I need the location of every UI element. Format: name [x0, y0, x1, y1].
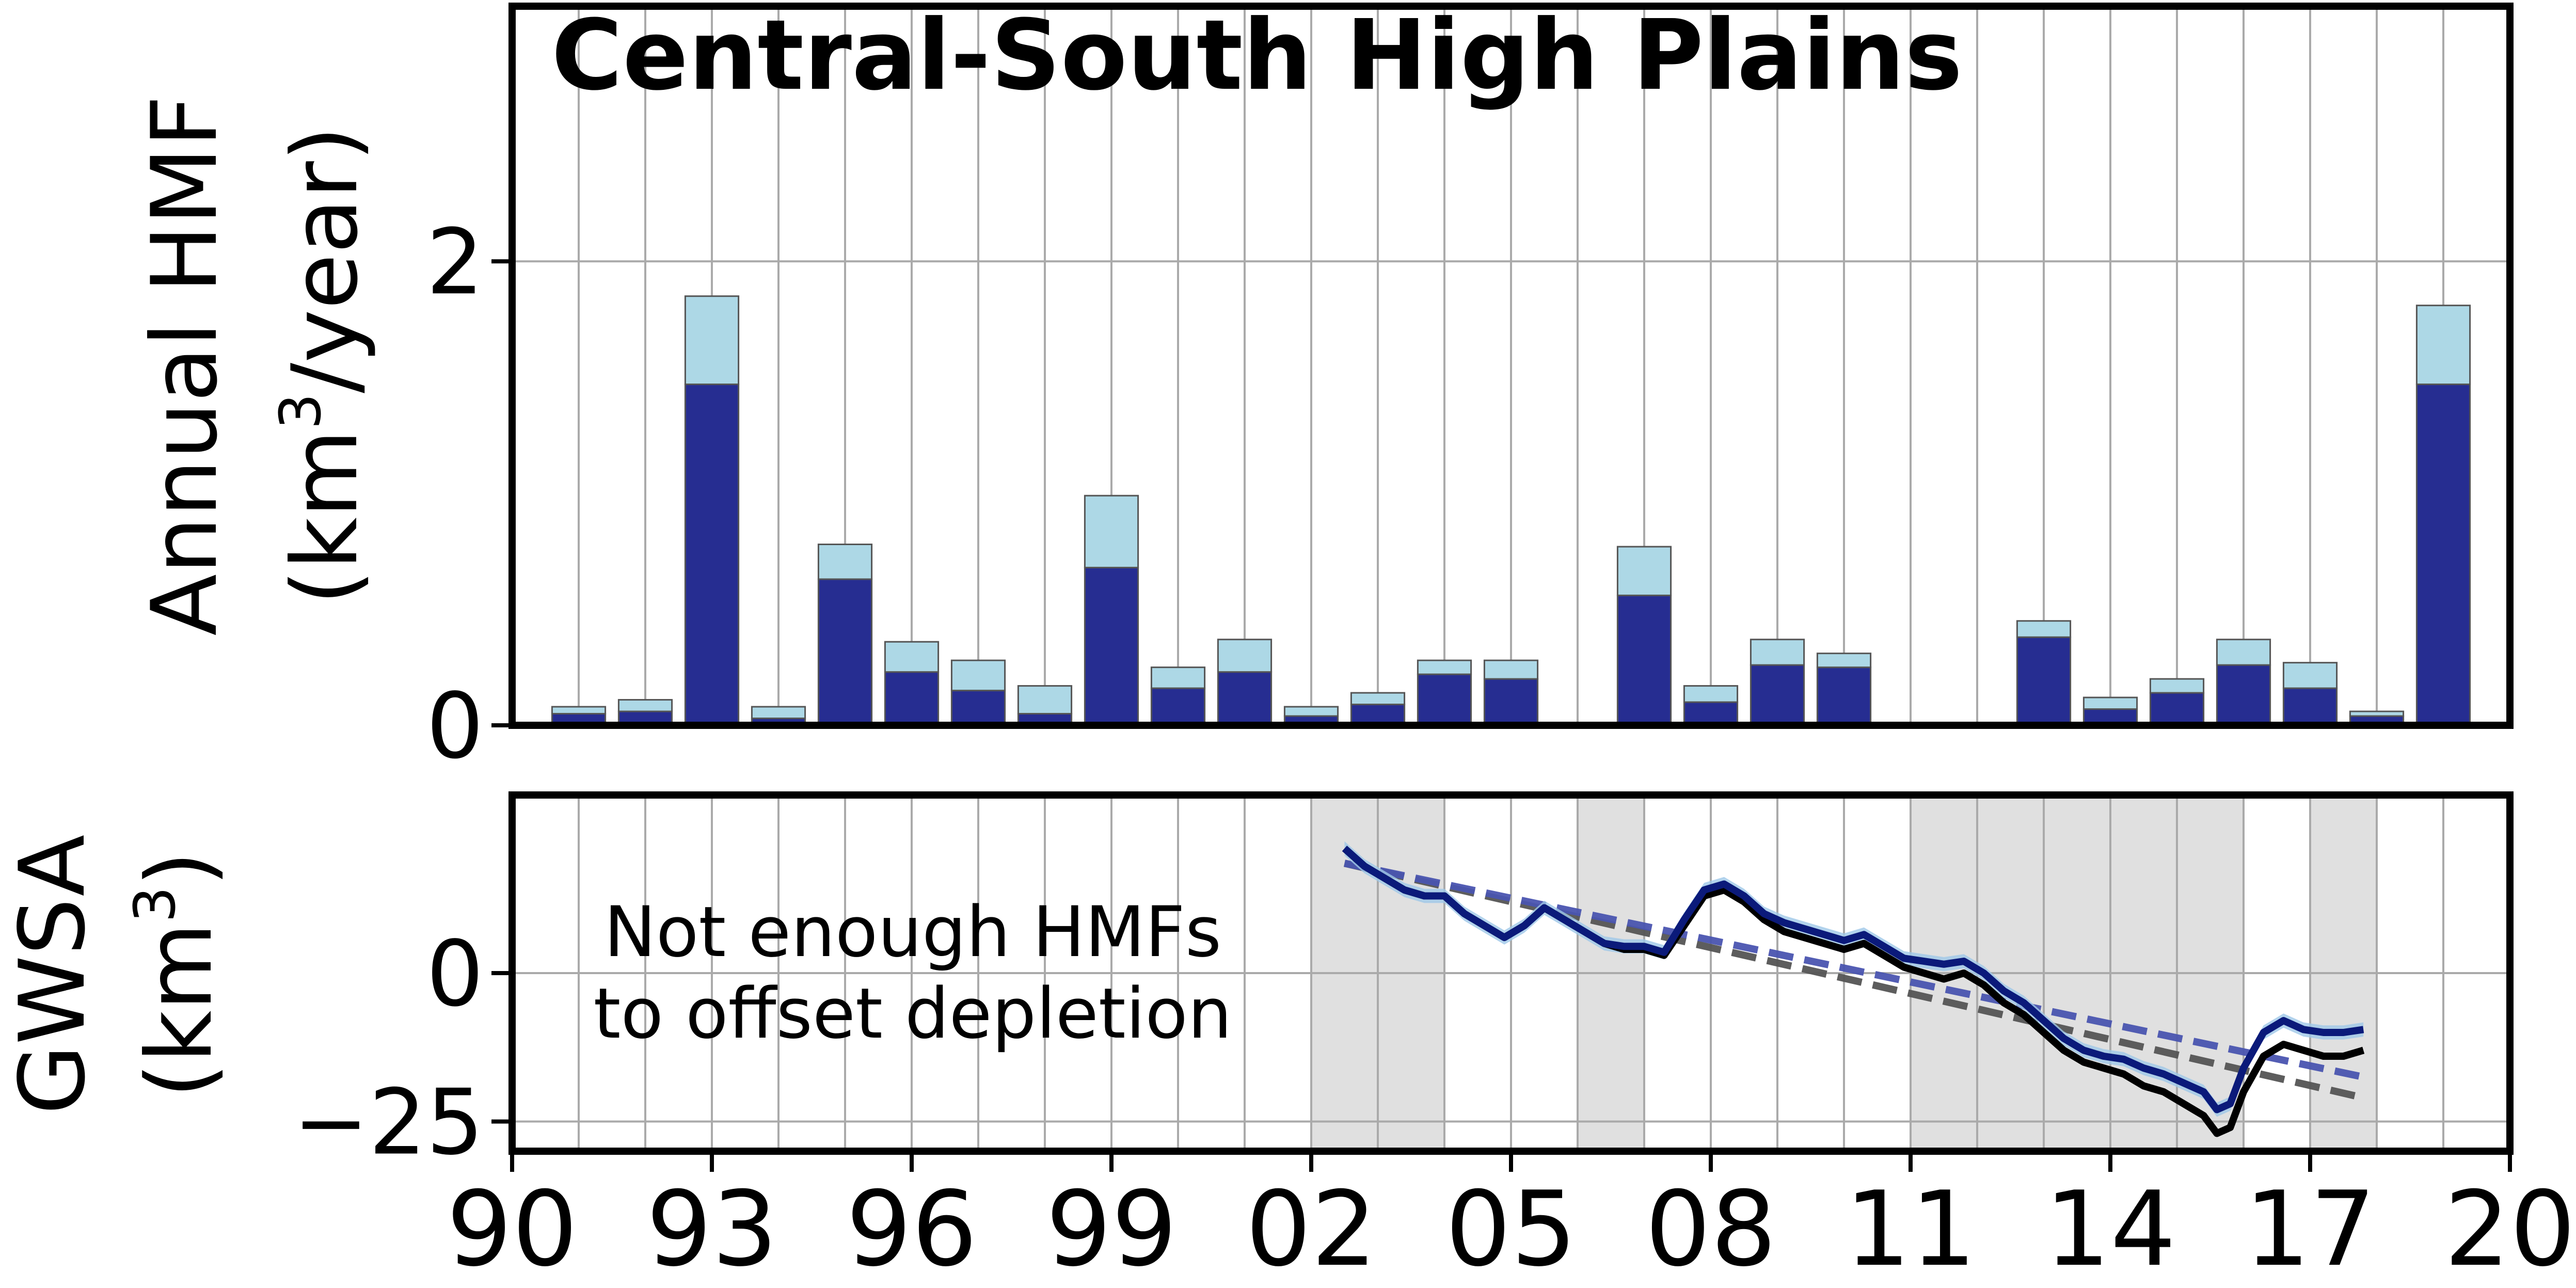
ylabel-superscript: 3	[267, 393, 333, 430]
bar-segment-light	[884, 641, 940, 673]
bar-segment-dark	[1150, 687, 1206, 726]
bottom-xtick-label: 93	[646, 1169, 778, 1285]
bar-segment-light	[2349, 710, 2405, 717]
bottom-xtick-label: 96	[846, 1169, 978, 1285]
bar-segment-light	[1084, 495, 1139, 568]
annotation-line2: to offset depletion	[594, 973, 1232, 1054]
bar-segment-dark	[1417, 673, 1472, 726]
bar-segment-light	[1683, 685, 1739, 703]
bar-segment-light	[2282, 662, 2338, 689]
bar-segment-light	[1217, 639, 1273, 673]
bar-segment-dark	[2415, 383, 2471, 726]
hmf-bar-chart: 0 2 Central-South High Plains Annual HMF (km…	[133, 0, 2514, 779]
bar-segment-dark	[1816, 666, 1872, 726]
bar-segment-light	[551, 706, 607, 715]
bar-segment-light	[617, 699, 673, 712]
trend-line-blue	[1344, 860, 2364, 1081]
top-ytick-label: 2	[426, 210, 484, 315]
top-axes-frame	[508, 3, 2514, 729]
bottom-ytick-label: 0	[426, 922, 484, 1027]
bottom-ytick-label: −25	[293, 1071, 484, 1175]
ylabel-superscript: 3	[122, 886, 188, 923]
bar-segment-dark	[2149, 692, 2205, 726]
top-ylabel-line1: Annual HMF	[133, 95, 237, 635]
bar-segment-light	[1616, 546, 1672, 596]
annotation-line1: Not enough HMFs	[604, 892, 1221, 973]
bar-segment-light	[684, 295, 740, 385]
bar-segment-light	[2149, 678, 2205, 694]
ylabel-text: )	[128, 851, 232, 886]
chart-title: Central-South High Plains	[551, 0, 1963, 112]
bar-segment-dark	[2282, 687, 2338, 726]
bottom-ylabel-line1: GWSA	[1, 835, 105, 1115]
bar-segment-dark	[1483, 678, 1539, 726]
bar-segment-light	[1417, 659, 1472, 675]
bar-segment-light	[1150, 666, 1206, 689]
bottom-xtick-label: 17	[2245, 1169, 2376, 1285]
bar-segment-dark	[884, 671, 940, 726]
ylabel-text: (km	[273, 430, 378, 605]
bottom-xtick-label: 11	[1845, 1169, 1977, 1285]
bottom-xtick-label: 05	[1445, 1169, 1577, 1285]
top-ytick-label: 0	[426, 674, 484, 779]
bar-segment-dark	[950, 690, 1006, 726]
bar-segment-dark	[684, 383, 740, 726]
bar-segment-light	[2082, 696, 2138, 710]
gwsa-series-blue	[1342, 846, 2364, 1114]
bar-segment-dark	[1616, 594, 1672, 726]
bar-segment-light	[1017, 685, 1073, 715]
bar-segment-light	[1483, 659, 1539, 680]
bar-segment-dark	[1750, 664, 1805, 726]
bar-segment-light	[1350, 692, 1406, 706]
bar-segment-light	[2415, 305, 2471, 385]
ylabel-text: /year)	[273, 126, 378, 393]
bar-segment-light	[2016, 620, 2072, 638]
bar-segment-light	[751, 706, 806, 720]
bar-segment-dark	[1084, 566, 1139, 726]
bottom-xtick-label: 20	[2444, 1169, 2576, 1285]
bottom-xtick-label: 08	[1645, 1169, 1777, 1285]
bottom-xtick-label: 90	[447, 1169, 578, 1285]
bar-segment-light	[2216, 639, 2271, 666]
bar-segment-dark	[817, 578, 873, 726]
bar-segment-light	[1750, 639, 1805, 666]
bottom-xtick-label: 99	[1046, 1169, 1178, 1285]
bottom-xtick-label: 02	[1246, 1169, 1377, 1285]
ylabel-text: (km	[128, 923, 232, 1098]
bottom-xtick-label: 14	[2045, 1169, 2176, 1285]
bar-segment-light	[950, 659, 1006, 692]
bar-segment-dark	[2216, 664, 2271, 726]
bar-segment-dark	[1217, 671, 1273, 726]
bottom-ylabel-line2: (km3)	[122, 851, 232, 1098]
bar-segment-dark	[2016, 636, 2072, 726]
top-ylabel-line2: (km3/year)	[267, 126, 378, 605]
bar-segment-light	[817, 544, 873, 580]
bar-segment-light	[1283, 706, 1339, 717]
trend-line-black	[1343, 860, 2364, 1102]
bar-segment-light	[1816, 653, 1872, 669]
